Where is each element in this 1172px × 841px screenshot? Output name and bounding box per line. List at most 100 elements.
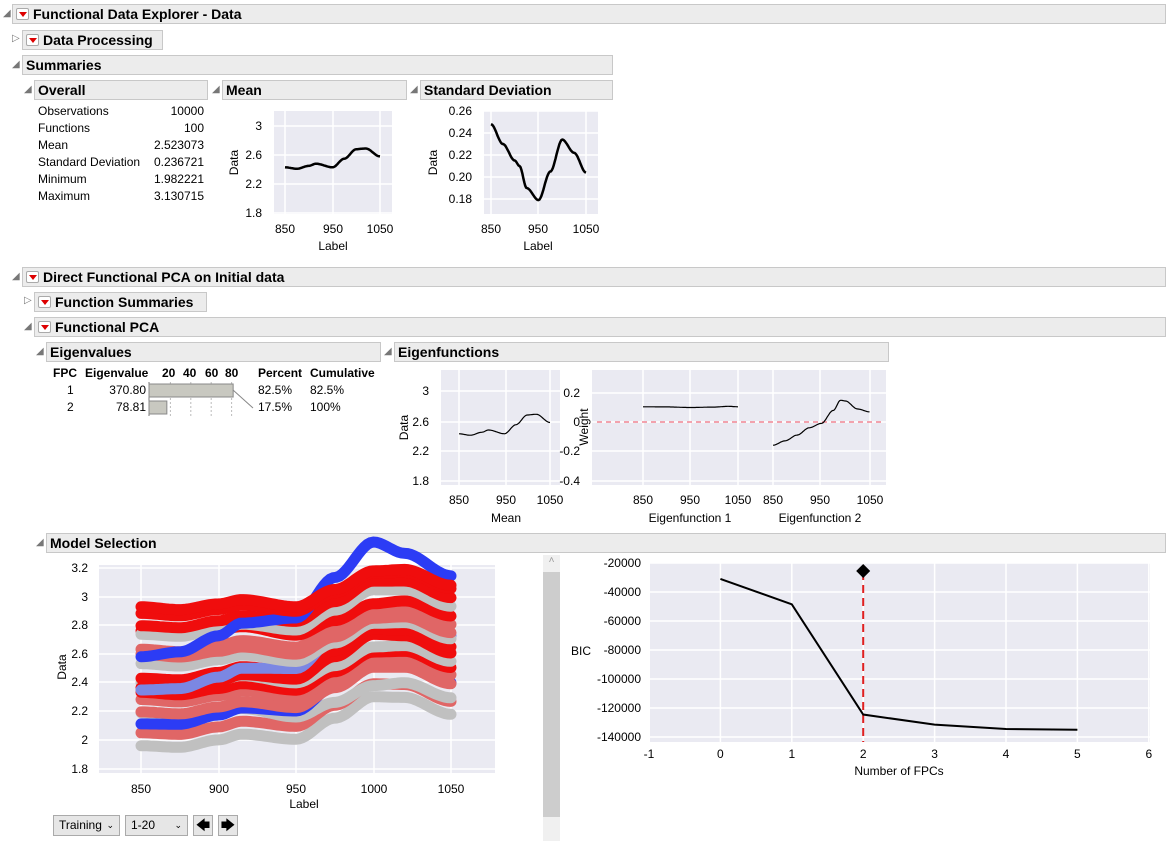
eigenvalue-cell: 78.81	[115, 400, 146, 414]
scroll-up-icon[interactable]: ˄	[548, 555, 555, 566]
function-curve	[135, 653, 457, 708]
percent-cell: 17.5%	[258, 400, 293, 414]
disclosure-closed-icon[interactable]: ▷	[24, 295, 32, 306]
y-axis-label: Data	[397, 415, 411, 441]
red-triangle-menu-icon[interactable]	[38, 321, 51, 333]
summaries-header[interactable]: Summaries	[22, 55, 613, 75]
functional-pca-header[interactable]: Functional PCA	[34, 317, 1166, 337]
red-triangle-menu-icon[interactable]	[26, 271, 39, 283]
disclosure-icon[interactable]: ◢	[3, 8, 11, 19]
std-header[interactable]: Standard Deviation	[420, 80, 613, 100]
red-triangle-menu-icon[interactable]	[38, 296, 51, 308]
x-tick-label: 1050	[573, 222, 600, 236]
title: Model Selection	[50, 534, 157, 551]
plot-background	[650, 563, 1150, 742]
red-triangle-menu-icon[interactable]	[16, 8, 29, 20]
range-value: 1-20	[131, 818, 156, 832]
y-axis-label: Weight	[577, 408, 591, 446]
y-tick-label: 3.2	[71, 561, 88, 575]
col-eigenvalue: Eigenvalue	[85, 366, 149, 380]
red-triangle-menu-icon[interactable]	[26, 34, 39, 46]
function-curve	[135, 563, 457, 616]
x-tick-label: 6	[1145, 747, 1152, 761]
fpc-cell: 2	[67, 400, 74, 414]
set-value: Training	[59, 818, 102, 832]
x-tick-label: 2	[860, 747, 867, 761]
model-selection-header[interactable]: Model Selection	[46, 533, 1166, 553]
stat-value: 2.523073	[153, 138, 204, 152]
x-tick-label: 950	[810, 493, 830, 507]
selected-marker-diamond	[856, 564, 871, 578]
arrow-left-icon: 🡄	[195, 817, 211, 833]
chevron-down-icon: ⌄	[174, 820, 182, 830]
disclosure-icon[interactable]: ◢	[24, 84, 32, 95]
previous-button[interactable]: 🡄	[193, 815, 213, 836]
title: Functional Data Explorer - Data	[33, 5, 242, 22]
dfpca-header[interactable]: Direct Functional PCA on Initial data	[22, 267, 1166, 287]
x-tick-label: 950	[496, 493, 516, 507]
x-tick-label: 950	[323, 222, 343, 236]
plot-background	[441, 370, 560, 485]
function-curve	[135, 661, 457, 720]
y-axis-label: Data	[55, 654, 69, 680]
axis-tick: 60	[205, 366, 219, 380]
x-axis-label: Eigenfunction 1	[649, 511, 732, 525]
overall-header[interactable]: Overall	[34, 80, 208, 100]
y-tick-label: -140000	[597, 730, 641, 744]
x-tick-label: 850	[481, 222, 501, 236]
x-axis-label: Label	[523, 239, 552, 253]
y-tick-label: 0.2	[563, 386, 580, 400]
y-tick-label: 3	[255, 119, 262, 133]
fpc-cell: 1	[67, 383, 74, 397]
disclosure-icon[interactable]: ◢	[36, 346, 44, 357]
y-tick-label: 2.6	[245, 148, 262, 162]
disclosure-icon[interactable]: ◢	[12, 59, 20, 70]
axis-tick: 20	[162, 366, 176, 380]
range-select[interactable]: 1-20 ⌄	[125, 815, 188, 836]
y-tick-label: -40000	[604, 585, 642, 599]
data-processing-header[interactable]: Data Processing	[22, 30, 163, 50]
y-tick-label: 2.2	[245, 177, 262, 191]
x-axis-label: Number of FPCs	[854, 764, 943, 778]
y-tick-label: -100000	[597, 672, 641, 686]
y-tick-label: -120000	[597, 701, 641, 715]
x-tick-label: -1	[644, 747, 655, 761]
disclosure-icon[interactable]: ◢	[410, 84, 418, 95]
function-summaries-header[interactable]: Function Summaries	[34, 292, 207, 312]
y-tick-label: 1.8	[71, 762, 88, 776]
disclosure-icon[interactable]: ◢	[24, 321, 32, 332]
y-tick-label: 2.2	[412, 444, 429, 458]
title: Mean	[226, 81, 262, 98]
disclosure-icon[interactable]: ◢	[36, 537, 44, 548]
vertical-scrollbar[interactable]: ˄	[543, 555, 560, 841]
eigenvalues-header[interactable]: Eigenvalues	[46, 342, 381, 362]
disclosure-closed-icon[interactable]: ▷	[12, 33, 20, 44]
x-tick-label: 3	[931, 747, 938, 761]
x-axis-label: Eigenfunction 2	[779, 511, 862, 525]
eigenfunctions-header[interactable]: Eigenfunctions	[394, 342, 889, 362]
y-axis-label: BIC	[571, 644, 591, 658]
stat-label: Mean	[38, 138, 69, 152]
x-tick-label: 1	[788, 747, 795, 761]
next-button[interactable]: 🡆	[218, 815, 238, 836]
stat-label: Standard Deviation	[38, 155, 141, 169]
title: Standard Deviation	[424, 81, 552, 98]
mean-header[interactable]: Mean	[222, 80, 407, 100]
set-select[interactable]: Training ⌄	[53, 815, 120, 836]
title: Summaries	[26, 56, 102, 73]
x-tick-label: 1050	[857, 493, 884, 507]
scrollbar-thumb[interactable]	[543, 572, 560, 817]
y-tick-label: 2.4	[71, 675, 88, 689]
y-axis-label: Data	[426, 150, 440, 176]
disclosure-icon[interactable]: ◢	[212, 84, 220, 95]
disclosure-icon[interactable]: ◢	[12, 271, 20, 282]
disclosure-icon[interactable]: ◢	[384, 346, 392, 357]
eigenfunction-1-curve	[643, 405, 738, 409]
stat-label: Observations	[38, 104, 109, 118]
x-tick-label: 950	[528, 222, 548, 236]
function-curve	[135, 584, 457, 642]
eigen-mean-curve	[459, 413, 551, 436]
fde-header[interactable]: Functional Data Explorer - Data	[12, 4, 1166, 24]
y-tick-label: 0.26	[449, 104, 473, 118]
